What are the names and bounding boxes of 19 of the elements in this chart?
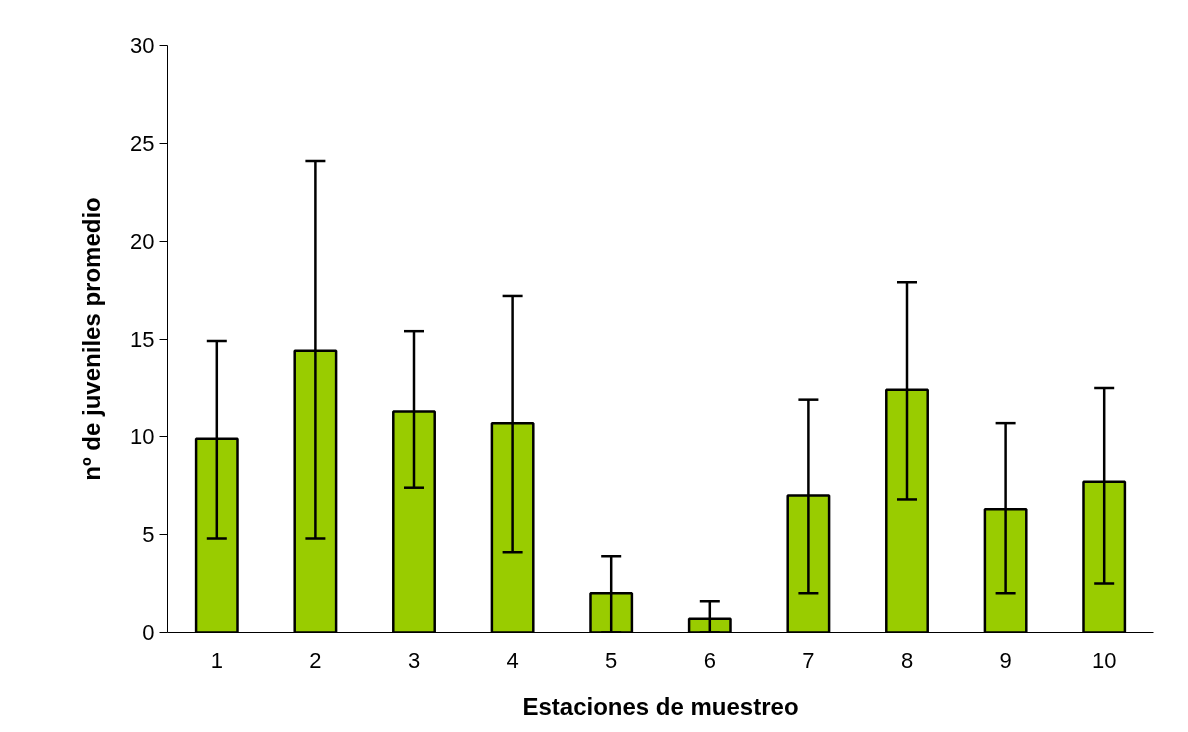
y-tick-label: 10 xyxy=(130,424,155,450)
x-tick-label: 3 xyxy=(407,647,421,673)
x-tick-label: 6 xyxy=(703,647,716,673)
x-tick-label: 4 xyxy=(506,647,519,673)
y-tick-label: 30 xyxy=(130,33,155,58)
x-tick-label: 8 xyxy=(900,647,914,673)
y-tick-label: 15 xyxy=(130,326,155,352)
x-tick-label: 1 xyxy=(210,647,223,673)
x-tick-label: 5 xyxy=(605,647,618,673)
y-tick-label: 25 xyxy=(130,130,155,156)
y-axis-title: nº de juveniles promedio xyxy=(78,197,106,481)
x-tick-label: 9 xyxy=(999,647,1012,673)
y-tick-label: 20 xyxy=(130,228,155,254)
y-tick-label: 0 xyxy=(142,620,155,645)
x-tick-label: 7 xyxy=(802,647,815,673)
x-axis-title: Estaciones de muestreo xyxy=(522,692,799,720)
y-tick-label: 5 xyxy=(142,522,155,548)
x-tick-label: 10 xyxy=(1091,647,1117,673)
x-tick-label: 2 xyxy=(309,647,322,673)
